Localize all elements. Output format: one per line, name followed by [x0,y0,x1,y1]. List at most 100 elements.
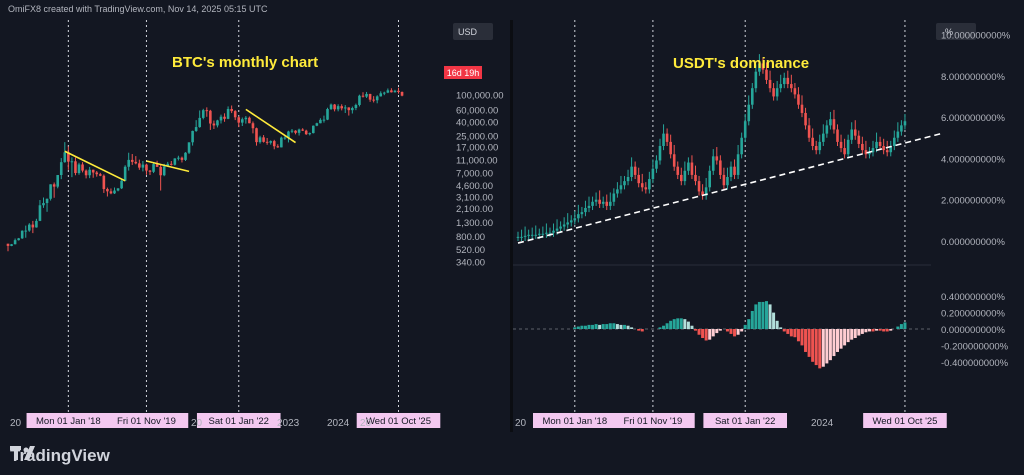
btc-candle-body [56,175,59,187]
histogram-bar [640,329,644,332]
tradingview-logo-text: TradingView [10,446,110,465]
usdt-candle-body [829,119,832,126]
histogram-bar [850,329,854,340]
btc-candle-body [141,164,145,168]
usdt-candle-body [605,201,609,206]
histogram-bar [796,329,800,342]
histogram-bar [750,310,754,329]
histogram-bar [623,324,626,329]
vline-date-label-bg [26,413,111,428]
histogram-bar [669,320,673,329]
y-tick-label: 100,000.00 [456,91,504,102]
histogram-bar [665,323,669,329]
histogram-bar [761,301,765,329]
histogram-bar [846,329,850,343]
btc-candle-body [134,161,138,164]
histogram-bar [683,319,687,329]
histogram-bar [885,329,889,332]
histogram-bar [786,329,790,334]
btc-candle-body [109,191,113,194]
btc-candle-body [138,163,141,168]
y-tick-label: 6.000000000% [941,113,1005,124]
usdt-candle-body [612,193,616,202]
tradingview-logo[interactable]: TradingView [10,446,110,466]
histogram-bar [733,329,737,337]
vline-date-label: Sat 01 Jan '22 [209,416,269,427]
histogram-bar [718,329,722,331]
usdt-candle-body [786,77,790,85]
y-tick-label: 800.00 [456,232,485,243]
unit-box [936,23,976,40]
histogram-bar [903,322,907,329]
btc-candle-body [201,110,205,118]
usdt-candle-body [889,146,893,153]
btc-candle-body [283,137,287,139]
btc-candle-body [148,170,152,172]
tradingview-logo-icon [10,446,35,460]
btc-candle-body [329,104,333,110]
usdt-candle-body [690,162,694,175]
usdt-candle-body [623,181,626,186]
btc-candle-body [159,166,162,176]
usdt-candle-body [555,228,559,231]
usdt-candle-body [729,166,733,177]
btc-candle-body [17,238,20,241]
btc-candle-body [106,189,109,192]
vline-date-label: Sat 01 Jan '22 [715,416,775,427]
histogram-tick-label: 0.200000000% [941,309,1005,320]
usdt-candle-body [850,129,853,140]
btc-candle-body [205,110,209,112]
btc-monthly-chart[interactable]: USD 100,000.00 60,000.00 40,000.00 25,000.00… [0,20,510,432]
usdt-candle-body [651,168,655,180]
x-tick-label: 20 [191,418,203,429]
usdt-candle-body [896,131,900,138]
vline-date-label-bg [104,413,189,428]
histogram-bar [591,324,595,329]
usdt-candle-body [594,199,598,202]
usdt-support-line [517,132,942,244]
usdt-dominance-chart[interactable]: % 10.000000000% 8.000000000% 6.000000000% 4.… [513,20,1024,432]
usdt-candle-body [761,63,765,70]
btc-candle-body [358,95,361,105]
histogram-bar [754,304,758,329]
usdt-candle-body [534,234,538,236]
btc-candle-body [88,169,91,176]
usdt-candle-body [818,141,822,151]
vline-date-label: Fri 01 Nov '19 [623,416,682,427]
btc-candle-body [120,180,123,189]
btc-candle-body [315,123,319,126]
usdt-candle-body [797,94,800,105]
btc-candle-body [102,175,106,190]
x-tick-label: 2023 [277,418,300,429]
btc-candle-body [145,164,148,171]
usdt-candle-body [743,121,747,138]
usdt-candle-body [609,201,612,206]
usdt-candle-body [527,234,530,236]
histogram-bar [843,329,847,346]
histogram-bar [619,324,623,329]
usdt-candle-body [715,156,719,161]
usdt-candle-body [768,79,772,89]
btc-candle-body [219,116,223,121]
btc-candle-body [152,164,155,172]
histogram-bar [587,324,591,329]
usdt-candle-body [697,181,701,192]
usdt-candle-body [559,226,562,229]
usdt-candle-body [807,125,811,138]
btc-candle-body [237,117,241,123]
usdt-candle-body [587,205,591,208]
usdt-candle-body [726,176,729,186]
usdt-chart-canvas[interactable]: %10.000000000% 8.000000000% 6.000000000% 4.… [513,20,1024,432]
histogram-bar [875,329,879,331]
usdt-candle-body [719,160,722,175]
usdt-candle-body [640,183,644,188]
histogram-bar [729,329,733,334]
price-tag-label: 16d 19h [447,68,480,78]
btc-candle-body [248,117,251,124]
histogram-bar [807,329,811,357]
btc-candle-body [365,93,368,97]
histogram-bar [779,327,783,329]
btc-candle-body [194,127,198,131]
usdt-candle-body [601,201,605,204]
